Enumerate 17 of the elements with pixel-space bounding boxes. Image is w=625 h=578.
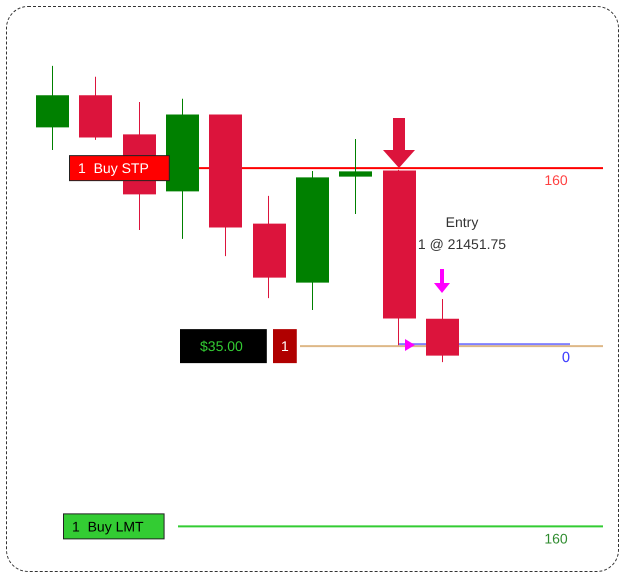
candlestick xyxy=(426,298,459,363)
candlestick xyxy=(209,114,242,257)
candlestick xyxy=(36,65,69,150)
annotation: 1 xyxy=(281,338,289,354)
ref-line-label: 1 Buy STP xyxy=(78,160,149,176)
ref-line-label: 1 Buy LMT xyxy=(72,518,144,534)
candlestick xyxy=(339,138,372,214)
candlestick xyxy=(383,169,416,346)
annotation: 160 xyxy=(544,172,568,188)
candlestick xyxy=(253,195,286,299)
annotation: Entry 1 @ 21451.75 xyxy=(418,214,506,252)
ref-line-label: 0 xyxy=(562,350,570,366)
candlestick xyxy=(166,98,199,240)
candlestick xyxy=(296,170,329,311)
annotation: 160 xyxy=(544,530,568,546)
annotation: $35.00 xyxy=(200,338,244,354)
candlestick xyxy=(79,76,112,140)
